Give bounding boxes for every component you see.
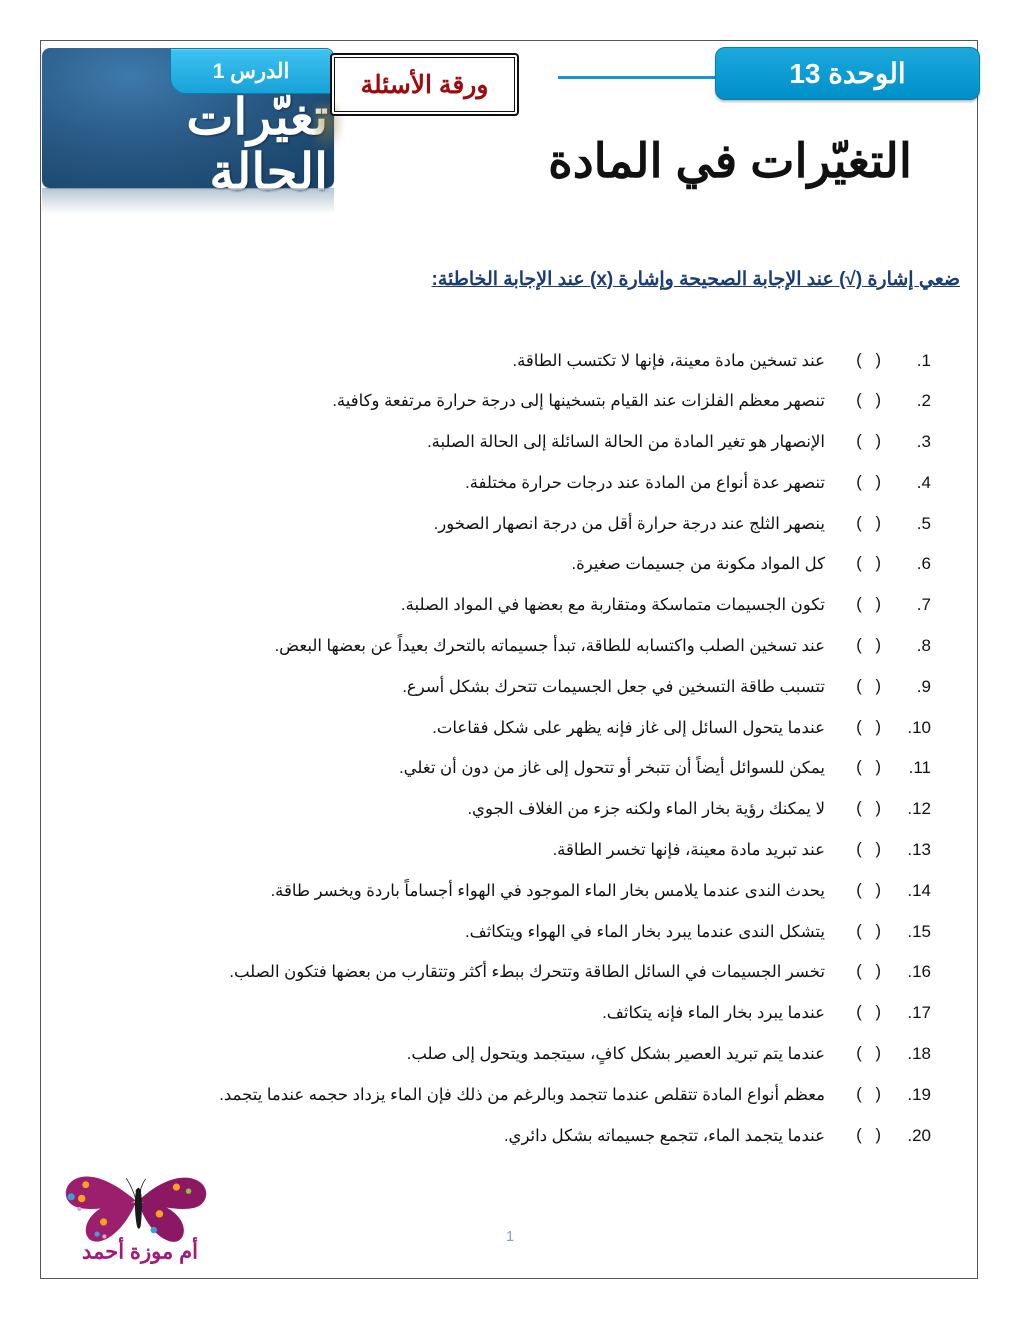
svg-text:أم موزة أحمد: أم موزة أحمد bbox=[82, 1236, 198, 1264]
